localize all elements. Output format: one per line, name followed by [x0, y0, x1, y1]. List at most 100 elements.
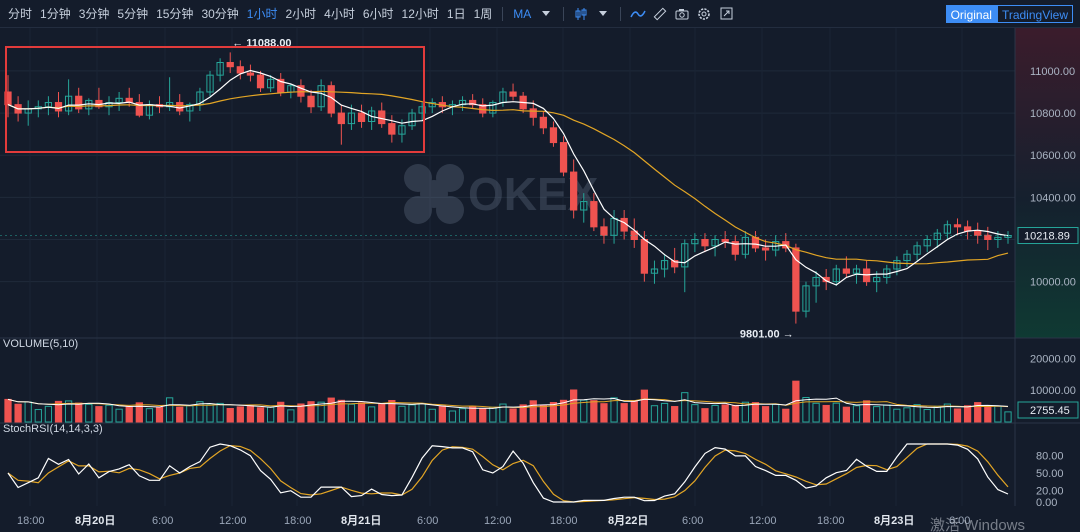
- candle-body: [357, 112, 366, 122]
- candle-body: [600, 226, 608, 236]
- candle: [590, 193, 598, 232]
- candle-body: [741, 236, 750, 255]
- volume-bar: [923, 409, 931, 423]
- volume-bar: [337, 399, 345, 423]
- volume-bar: [176, 406, 184, 423]
- timeframe-8[interactable]: 4小时: [324, 6, 355, 21]
- price-axis-label: 10400.00: [1030, 192, 1076, 204]
- price-axis-label: 10800.00: [1030, 108, 1076, 120]
- candle: [297, 79, 305, 103]
- fullscreen-icon[interactable]: [715, 0, 737, 28]
- volume-bar: [903, 407, 911, 423]
- volume-bar: [297, 403, 305, 423]
- time-axis-label: 12:00: [484, 515, 512, 527]
- candle: [812, 271, 820, 303]
- last-price-tag: [1017, 227, 1079, 245]
- volume-bar: [368, 406, 376, 423]
- timeframe-1[interactable]: 1分钟: [40, 6, 71, 21]
- stochrsi-axis-label: 0.00: [1036, 497, 1057, 509]
- ruler-icon[interactable]: [649, 0, 671, 28]
- candle-body: [277, 78, 285, 93]
- mode-tradingview-button[interactable]: TradingView: [996, 5, 1073, 23]
- candle-body: [923, 239, 931, 247]
- camera-icon[interactable]: [671, 0, 693, 28]
- timeframe-6[interactable]: 1小时: [246, 6, 278, 21]
- timeframe-0[interactable]: 分时: [8, 6, 33, 21]
- candle-body: [428, 102, 436, 108]
- volume-bar: [458, 408, 467, 423]
- volume-bar: [782, 408, 790, 423]
- candle: [933, 228, 941, 248]
- volume-bar: [761, 406, 770, 423]
- candle: [378, 102, 386, 128]
- volume-bar: [943, 403, 952, 423]
- candle: [681, 239, 689, 293]
- candle-type-icon[interactable]: [570, 0, 592, 28]
- candle: [388, 115, 396, 143]
- volume-bar: [216, 402, 224, 423]
- volume-bar: [196, 401, 204, 423]
- dropdown-icon[interactable]: [535, 0, 557, 28]
- chart-canvas[interactable]: 11000.0010800.0010600.0010400.0010200.00…: [0, 28, 1080, 532]
- mode-original-button[interactable]: Original: [945, 5, 997, 23]
- timeframe-2[interactable]: 3分钟: [78, 6, 110, 21]
- volume-bar: [974, 402, 982, 423]
- candle-body: [559, 142, 568, 173]
- candle-body: [570, 171, 578, 211]
- line-draw-icon[interactable]: [627, 0, 649, 28]
- candle-body: [943, 224, 952, 234]
- candle-body: [852, 268, 861, 274]
- volume-bar: [125, 406, 133, 423]
- timeframe-5[interactable]: 30分钟: [201, 6, 239, 21]
- candle: [337, 104, 345, 145]
- candle: [711, 235, 719, 257]
- dropdown-icon[interactable]: [592, 0, 614, 28]
- candle-body: [418, 106, 426, 114]
- candle: [64, 79, 73, 116]
- timeframe-11[interactable]: 1日: [446, 6, 466, 21]
- volume-bar: [105, 404, 113, 423]
- candle: [580, 193, 588, 223]
- timeframe-9[interactable]: 6小时: [362, 6, 394, 21]
- timeframe-12[interactable]: 1周: [473, 6, 493, 21]
- timeframe-10[interactable]: 12小时: [401, 6, 439, 21]
- timeframe-7[interactable]: 2小时: [285, 6, 317, 21]
- ma-fast-line: [7, 69, 1009, 286]
- candle-body: [176, 102, 184, 112]
- candle: [559, 136, 568, 177]
- volume-bar: [751, 402, 760, 423]
- candle-body: [226, 62, 234, 68]
- volume-last-value: 2755.45: [1030, 405, 1070, 417]
- price-axis-label: 10000.00: [1030, 277, 1076, 289]
- candle-body: [469, 99, 477, 106]
- volume-ma5-line: [7, 397, 1009, 409]
- timeframe-4[interactable]: 15分钟: [156, 6, 194, 21]
- volume-bar: [590, 400, 598, 423]
- time-axis-label: 6:00: [417, 515, 438, 527]
- volume-bar: [671, 406, 679, 423]
- indicator-selector[interactable]: MA: [513, 6, 532, 21]
- volume-bar: [721, 404, 729, 423]
- candle: [984, 226, 992, 251]
- toolbar-divider: [620, 6, 622, 21]
- candle: [731, 235, 739, 261]
- candle-body: [216, 62, 224, 76]
- volume-bar: [145, 408, 154, 423]
- candle-body: [115, 97, 123, 104]
- chart-mode-switch: Original TradingView: [945, 5, 1073, 23]
- volume-bar: [862, 400, 871, 423]
- candle-body: [832, 268, 840, 283]
- volume-bar: [1004, 411, 1012, 423]
- volume-bar: [539, 405, 547, 423]
- candle-body: [681, 243, 689, 268]
- volume-bar: [681, 392, 689, 423]
- candle: [509, 83, 517, 101]
- time-axis-label: 6:00: [949, 515, 970, 527]
- timeframe-3[interactable]: 5分钟: [117, 6, 149, 21]
- candle-body: [388, 123, 396, 135]
- time-axis-label: 18:00: [550, 515, 578, 527]
- stochrsi-d-line: [7, 443, 1009, 503]
- gear-icon[interactable]: [693, 0, 715, 28]
- volume-bar: [963, 405, 972, 423]
- volume-bar: [711, 404, 719, 423]
